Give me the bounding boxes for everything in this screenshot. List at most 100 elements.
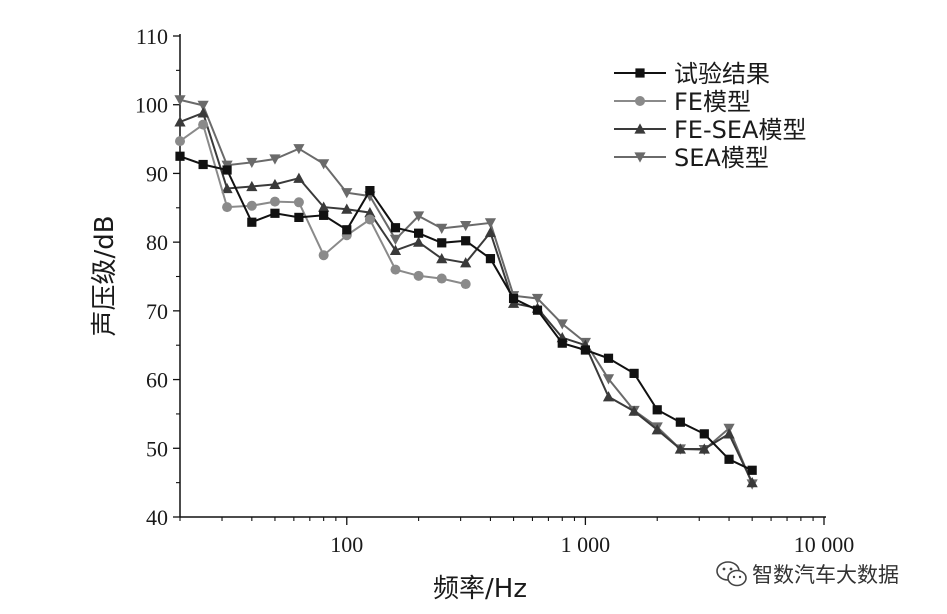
data-point bbox=[652, 405, 662, 415]
data-point bbox=[485, 254, 496, 264]
data-point bbox=[222, 202, 233, 213]
data-point bbox=[602, 391, 615, 402]
data-point bbox=[319, 210, 329, 220]
data-point bbox=[198, 159, 208, 170]
legend-label: 试验结果 bbox=[674, 60, 770, 88]
y-tick-label: 70 bbox=[146, 299, 168, 324]
data-point bbox=[318, 159, 330, 170]
data-point bbox=[532, 305, 543, 315]
data-point bbox=[175, 151, 185, 161]
data-point bbox=[270, 208, 280, 218]
ticks: 40 50 60 70 80 90 100 110 100 1 000 10 000 bbox=[135, 24, 854, 557]
data-point bbox=[389, 244, 402, 255]
y-tick-label: 90 bbox=[146, 161, 168, 186]
legend-label: FE-SEA模型 bbox=[674, 116, 806, 144]
data-point bbox=[746, 477, 758, 488]
legend-item: SEA模型 bbox=[614, 144, 769, 172]
data-point bbox=[246, 200, 257, 211]
x-tick-label: 100 bbox=[330, 532, 363, 557]
data-point bbox=[747, 465, 757, 475]
y-tick-label: 50 bbox=[146, 436, 168, 461]
series-2 bbox=[174, 107, 758, 488]
data-point bbox=[674, 443, 686, 454]
data-point bbox=[460, 257, 472, 268]
series-1 bbox=[175, 119, 471, 290]
data-point bbox=[634, 152, 646, 163]
watermark: 智数汽车大数据 bbox=[716, 561, 899, 587]
data-point bbox=[390, 264, 401, 275]
data-point bbox=[460, 279, 471, 290]
data-point bbox=[436, 253, 448, 264]
x-tick-label: 1 000 bbox=[561, 532, 611, 557]
data-point bbox=[293, 197, 304, 208]
y-axis-label: 声压级/dB bbox=[90, 215, 120, 336]
data-point bbox=[629, 368, 639, 378]
y-tick-label: 80 bbox=[146, 230, 168, 255]
data-point bbox=[174, 116, 186, 127]
data-point bbox=[197, 107, 209, 118]
data-point bbox=[413, 211, 425, 222]
data-point bbox=[556, 319, 568, 330]
data-point bbox=[269, 196, 280, 207]
y-tick-label: 60 bbox=[146, 368, 168, 393]
data-point bbox=[675, 417, 685, 427]
data-point bbox=[484, 226, 497, 238]
data-point bbox=[389, 234, 402, 245]
y-tick-label: 110 bbox=[136, 24, 168, 49]
data-point bbox=[318, 201, 330, 212]
data-point bbox=[635, 96, 645, 106]
axes bbox=[179, 34, 826, 518]
data-point bbox=[341, 188, 353, 199]
data-point bbox=[699, 429, 709, 439]
legend-label: FE模型 bbox=[674, 88, 751, 116]
legend-label: SEA模型 bbox=[674, 144, 769, 172]
data-point bbox=[651, 424, 663, 435]
data-point bbox=[436, 223, 448, 234]
x-axis-label: 频率/Hz bbox=[433, 574, 527, 604]
data-point bbox=[508, 293, 519, 304]
legend-item: FE-SEA模型 bbox=[614, 116, 806, 144]
data-point bbox=[628, 405, 640, 416]
series-3 bbox=[174, 95, 758, 490]
data-point bbox=[342, 225, 352, 235]
data-point bbox=[634, 123, 646, 134]
data-point bbox=[484, 218, 497, 229]
data-point bbox=[413, 236, 425, 247]
data-point bbox=[580, 345, 590, 355]
data-point bbox=[222, 165, 232, 175]
data-point bbox=[437, 238, 447, 248]
data-point bbox=[269, 178, 281, 190]
data-point bbox=[461, 236, 471, 246]
data-point bbox=[602, 374, 615, 385]
legend-item: 试验结果 bbox=[614, 60, 770, 88]
data-point bbox=[269, 154, 281, 165]
data-point bbox=[557, 338, 567, 348]
data-point bbox=[603, 353, 614, 363]
data-point bbox=[247, 217, 257, 227]
data-point bbox=[221, 182, 233, 194]
data-point bbox=[365, 186, 375, 196]
data-point bbox=[198, 119, 209, 130]
data-point bbox=[293, 172, 305, 183]
data-point bbox=[413, 270, 424, 281]
legend-item: FE模型 bbox=[614, 88, 751, 116]
series-line bbox=[179, 98, 754, 485]
data-point bbox=[531, 293, 544, 305]
data-point bbox=[364, 206, 376, 218]
series-line bbox=[179, 111, 754, 484]
data-point bbox=[174, 95, 186, 106]
data-point bbox=[175, 136, 185, 147]
data-point bbox=[635, 68, 645, 78]
data-point bbox=[723, 428, 735, 439]
watermark-text: 智数汽车大数据 bbox=[752, 563, 899, 587]
data-point bbox=[293, 144, 305, 155]
data-point bbox=[698, 443, 710, 454]
series-layer bbox=[174, 95, 758, 490]
data-point bbox=[246, 180, 258, 192]
y-tick-label: 100 bbox=[135, 93, 168, 118]
data-point bbox=[460, 221, 472, 232]
data-point bbox=[246, 157, 258, 169]
data-point bbox=[197, 100, 209, 112]
